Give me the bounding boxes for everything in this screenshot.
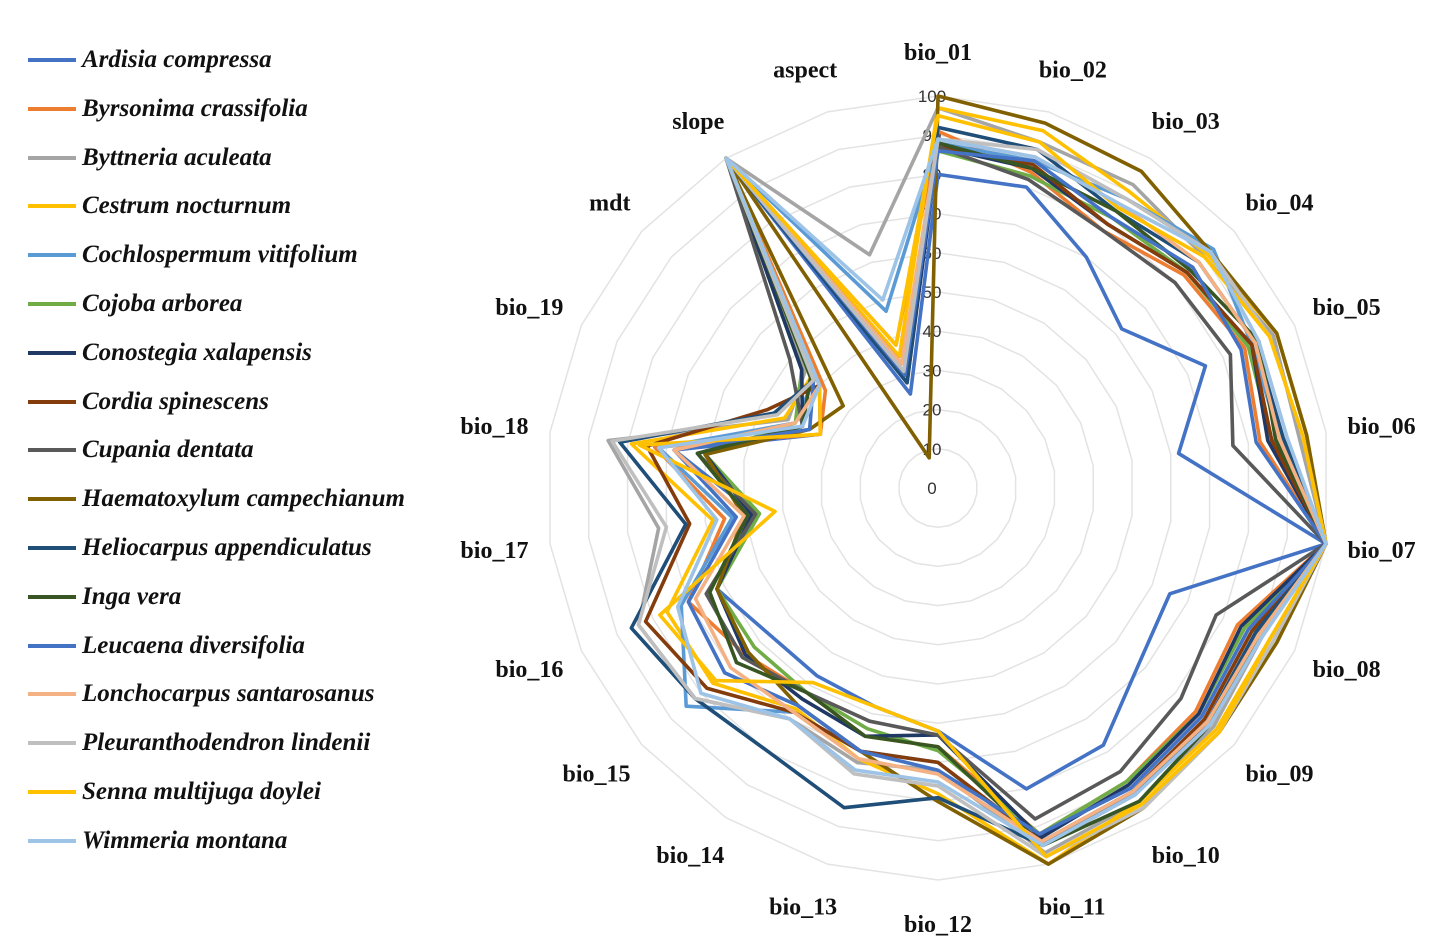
legend-swatch xyxy=(28,838,76,843)
legend-swatch xyxy=(28,106,76,111)
axis-labels: bio_01 bio_02 bio_03 bio_04 bio_05 bio_06 bio_… xyxy=(460,40,1415,938)
legend-item: Byrsonima crassifolia xyxy=(28,89,308,129)
legend-item: Inga vera xyxy=(28,577,181,617)
legend-label: Cupania dentata xyxy=(82,436,254,464)
legend-swatch xyxy=(28,448,76,453)
legend-item: Pleuranthodendron lindenii xyxy=(28,723,370,763)
grid-ring xyxy=(898,448,978,528)
legend-item: Leucaena diversifolia xyxy=(28,626,305,666)
legend-swatch xyxy=(28,350,76,355)
legend-label: Cestrum nocturnum xyxy=(82,192,292,220)
legend-label: Inga vera xyxy=(82,582,182,610)
legend-item: Cordia spinescens xyxy=(28,382,269,422)
axis-label: bio_06 xyxy=(1348,414,1416,440)
legend-item: Senna multijuga doylei xyxy=(28,772,321,812)
legend-label: Conostegia xalapensis xyxy=(82,338,312,366)
series-line xyxy=(643,145,1328,844)
legend-item: Haematoxylum campechianum xyxy=(28,479,405,519)
legend-label: Wimmeria montana xyxy=(82,826,288,854)
legend-label: Lonchocarpus santarosanus xyxy=(82,680,375,708)
series-line xyxy=(672,137,1328,844)
axis-label: bio_13 xyxy=(769,894,837,920)
legend-swatch xyxy=(28,497,76,502)
grid-ring xyxy=(859,408,1017,568)
legend-label: Leucaena diversifolia xyxy=(82,631,305,659)
series-line xyxy=(656,137,1328,848)
grid-ring xyxy=(549,95,1327,881)
axis-label: bio_01 xyxy=(904,40,972,66)
legend-swatch xyxy=(28,546,76,550)
axis-label: bio_03 xyxy=(1152,109,1220,135)
legend-label: Senna multijuga doylei xyxy=(82,778,321,805)
legend-swatch xyxy=(28,204,76,209)
axis-label: bio_14 xyxy=(656,843,724,869)
legend-label: Pleuranthodendron lindenii xyxy=(82,729,371,757)
axis-label: bio_16 xyxy=(495,657,563,683)
axis-label: mdt xyxy=(589,190,630,216)
axis-label: bio_15 xyxy=(562,762,630,788)
axis-label: bio_11 xyxy=(1039,894,1106,920)
legend-item: Heliocarpus appendiculatus xyxy=(28,528,372,568)
legend-swatch xyxy=(28,594,76,599)
series-line xyxy=(695,145,1328,821)
axis-label: bio_07 xyxy=(1348,538,1416,564)
legend-item: Cochlospermum vitifolium xyxy=(28,235,358,275)
grid-ring xyxy=(743,291,1133,685)
legend-swatch xyxy=(28,790,76,794)
series-line xyxy=(672,149,1328,836)
legend-item: Wimmeria montana xyxy=(28,821,287,861)
legend-swatch xyxy=(28,155,76,160)
legend-swatch xyxy=(28,399,76,404)
legend-label: Heliocarpus appendiculatus xyxy=(82,534,372,561)
legend-label: Byrsonima crassifolia xyxy=(82,94,308,122)
axis-label: bio_02 xyxy=(1039,58,1107,84)
axis-label: bio_08 xyxy=(1313,657,1381,683)
axis-label: bio_09 xyxy=(1246,762,1314,788)
legend-swatch xyxy=(28,741,76,746)
series-line xyxy=(610,137,1328,859)
series-line xyxy=(637,113,1328,859)
axis-label: bio_05 xyxy=(1313,295,1381,321)
legend-swatch xyxy=(28,253,76,258)
legend-label: Cochlospermum vitifolium xyxy=(82,241,358,269)
legend-item: Lonchocarpus santarosanus xyxy=(28,674,374,714)
legend-label: Cojoba arborea xyxy=(82,290,243,317)
axis-label: slope xyxy=(672,109,724,135)
grid-ring xyxy=(820,369,1056,607)
series-line xyxy=(606,105,1328,855)
axis-label: bio_19 xyxy=(495,295,563,321)
axis-label: bio_12 xyxy=(904,912,972,938)
axis-label: bio_10 xyxy=(1152,843,1220,869)
legend-label: Ardisia compressa xyxy=(82,46,272,73)
radar-series xyxy=(606,94,1328,866)
legend-swatch xyxy=(28,692,76,697)
tick-label: 0 xyxy=(927,479,936,498)
legend-swatch xyxy=(28,302,76,306)
legend-label: Cordia spinescens xyxy=(82,387,269,415)
grid-ring xyxy=(704,252,1172,724)
axis-label: aspect xyxy=(773,58,837,84)
legend-swatch xyxy=(28,58,76,62)
legend-label: Byttneria aculeata xyxy=(82,143,272,171)
legend-item: Cestrum nocturnum xyxy=(28,186,291,226)
legend-label: Haematoxylum campechianum xyxy=(82,485,405,513)
legend-item: Cupania dentata xyxy=(28,430,254,470)
axis-label: bio_17 xyxy=(460,538,528,564)
legend-item: Cojoba arborea xyxy=(28,284,242,324)
legend-item: Byttneria aculeata xyxy=(28,138,272,178)
series-line xyxy=(695,141,1328,848)
axis-label: bio_04 xyxy=(1246,190,1314,216)
legend-item: Ardisia compressa xyxy=(28,40,272,80)
legend-item: Conostegia xalapensis xyxy=(28,333,312,373)
axis-label: bio_18 xyxy=(460,414,528,440)
legend-swatch xyxy=(28,643,76,648)
